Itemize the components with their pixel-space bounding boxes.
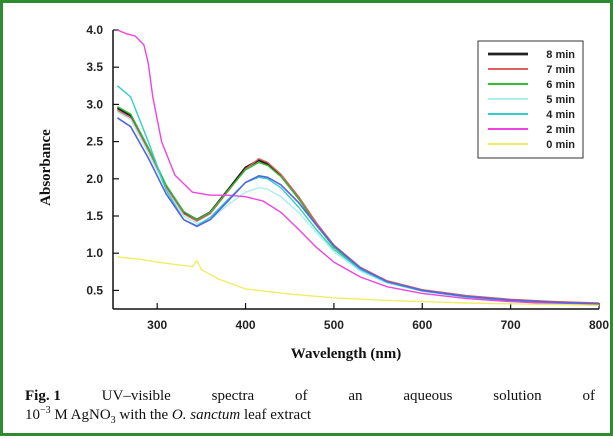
caption-word: spectra [211,388,255,404]
y-axis-title: Absorbance [38,129,54,206]
figure-caption: Fig. 1 UV–visible spectra of an aqueous … [25,387,595,426]
caption-with: with the [115,407,172,423]
y-tick-label: 3.0 [86,97,103,111]
caption-word: an [348,388,363,404]
legend-label: 4 min [546,109,575,121]
caption-word: UV–visible [101,388,171,404]
x-tick-label: 500 [324,318,344,332]
series-line [116,117,600,305]
uv-vis-chart: 0.5 1.0 1.5 2.0 2.5 3.0 3.5 4.0 300 400 500 600 700 8… [38,23,609,362]
caption-word: solution [493,388,542,404]
y-tick-label: 3.5 [86,60,103,74]
x-tick-label: 600 [412,318,432,332]
x-tick-label: 300 [147,318,167,332]
y-tick-label: 4.0 [86,23,103,37]
caption-exponent: −3 [40,405,51,416]
y-tick-label: 1.0 [86,246,103,260]
x-tick-label: 400 [236,318,256,332]
x-tick-label: 800 [589,318,609,332]
caption-word: of [582,388,595,404]
y-tick-label: 2.0 [86,172,103,186]
caption-line-2: 10−3 M AgNO3 with the O. sanctum leaf ex… [25,405,595,426]
legend-label: 6 min [546,79,575,91]
legend-label: 5 min [546,94,575,106]
y-tick-label: 1.5 [86,209,103,223]
series-line [117,256,600,306]
x-tick-label: 700 [501,318,521,332]
caption-end: leaf extract [240,407,312,423]
caption-word: of [294,388,308,404]
legend-label: 7 min [546,64,575,76]
series-line [117,29,600,306]
caption-molar: M AgNO [50,407,111,423]
legend-label: 2 min [546,124,575,136]
caption-subscript: 3 [110,415,116,426]
caption-line-1: Fig. 1 UV–visible spectra of an aqueous … [25,387,595,406]
caption-species: O. sanctum [171,407,241,423]
x-axis-title: Wavelength (nm) [291,346,401,362]
legend-label: 0 min [546,139,575,151]
y-tick-label: 2.5 [86,135,103,149]
legend-label: 8 min [546,49,575,61]
caption-fig-label: Fig. 1 [25,388,61,404]
y-tick-label: 0.5 [86,283,103,297]
caption-ten: 10 [25,407,40,423]
caption-word: aqueous [403,388,453,404]
